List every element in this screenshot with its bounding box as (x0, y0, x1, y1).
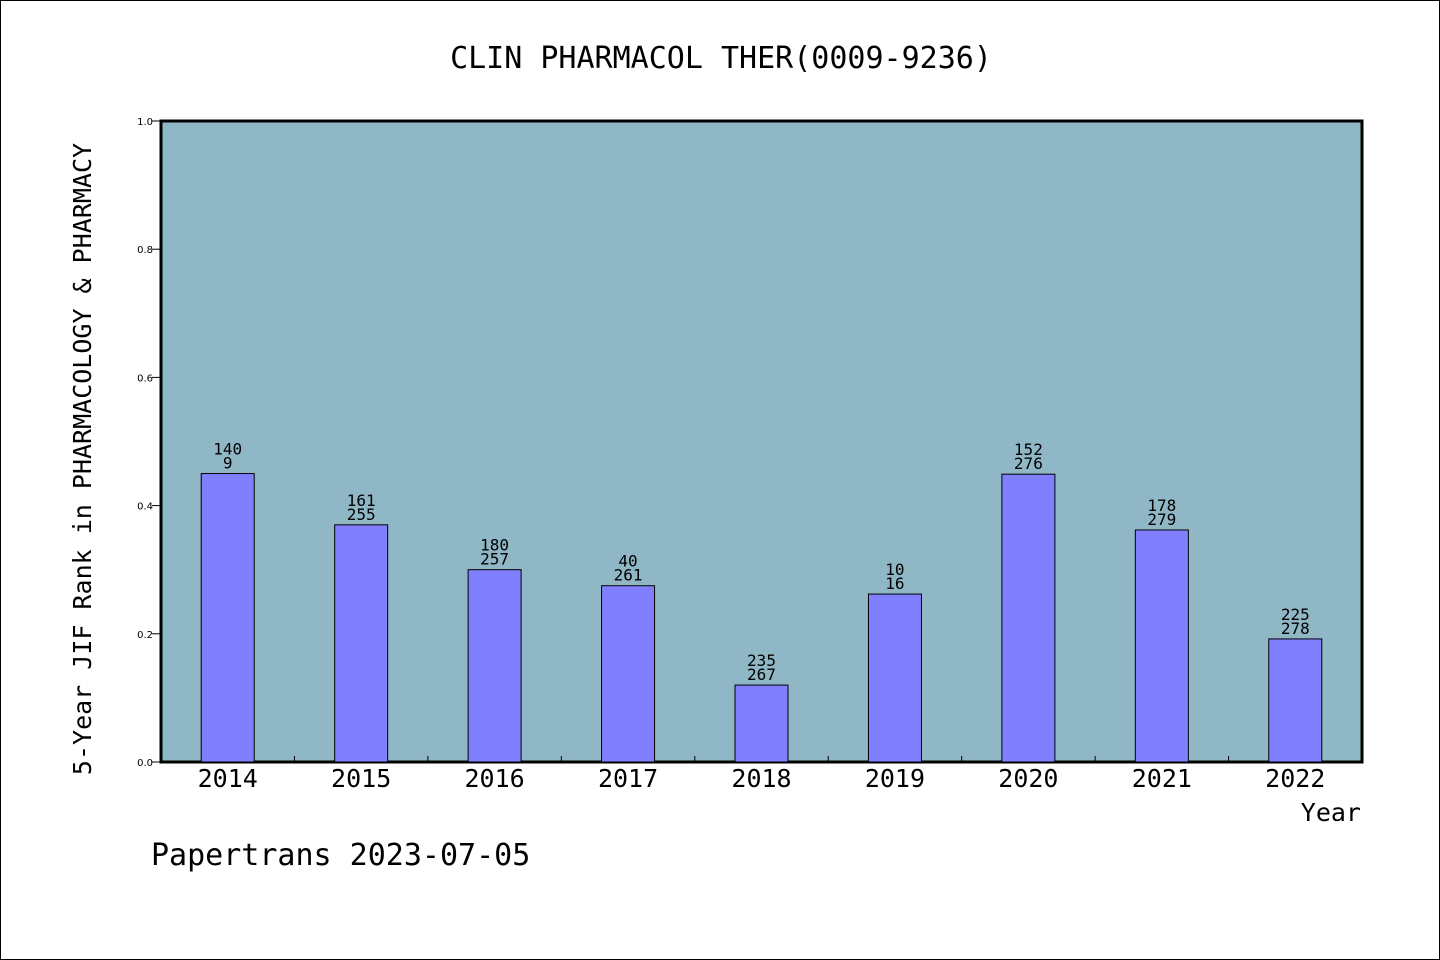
y-tick-label: 0.4 (137, 502, 153, 513)
bar-label-rank: 10 (885, 560, 904, 579)
bar-label-rank: 161 (347, 491, 376, 510)
x-tick-label: 2020 (998, 764, 1058, 793)
bar-label-rank: 180 (480, 536, 509, 555)
bar-label-rank: 235 (747, 651, 776, 670)
bar-label-total: 255 (347, 505, 376, 524)
footer-watermark: Papertrans 2023-07-05 (151, 838, 530, 873)
y-tick-label: 0.8 (137, 245, 153, 256)
bar-label-rank: 40 (618, 552, 637, 571)
x-axis-label: Year (1301, 798, 1361, 827)
y-tick-label: 0.0 (137, 758, 153, 769)
x-tick-label: 2016 (465, 764, 525, 793)
x-tick-label: 2021 (1132, 764, 1192, 793)
bar-2018 (734, 684, 789, 763)
x-tick-label: 2015 (331, 764, 391, 793)
y-tick-label: 0.6 (137, 373, 153, 384)
bar-label-total: 16 (885, 574, 904, 593)
bar-2020 (1001, 473, 1056, 763)
bar-label-rank: 140 (213, 440, 242, 459)
y-axis-ticks: 0.0 0.2 0.4 0.6 0.8 1.0 (137, 117, 161, 769)
bar-label-total: 261 (614, 566, 643, 585)
bar-2016 (467, 569, 522, 763)
bar-label-total: 278 (1281, 619, 1310, 638)
bar-2021 (1134, 529, 1189, 763)
bar-label-total: 276 (1014, 454, 1043, 473)
x-tick-label: 2017 (598, 764, 658, 793)
bar-2015 (334, 524, 389, 763)
bar-series (200, 473, 1323, 763)
x-tick-label: 2022 (1265, 764, 1325, 793)
bar-label-total: 9 (223, 454, 233, 473)
y-tick-label: 0.2 (137, 630, 153, 641)
bar-label-rank: 225 (1281, 605, 1310, 624)
x-axis-ticks (293, 756, 1230, 762)
bar-2017 (601, 585, 656, 763)
chart-title: CLIN PHARMACOL THER(0009-9236) (450, 41, 992, 76)
x-tick-label: 2018 (731, 764, 791, 793)
y-tick-label: 1.0 (137, 117, 153, 128)
x-axis-tick-labels: 2014 2015 2016 2017 2018 2019 2020 2021 2022 (198, 764, 1326, 793)
x-tick-label: 2014 (198, 764, 258, 793)
bar-label-rank: 178 (1147, 496, 1176, 515)
bar-label-total: 257 (480, 550, 509, 569)
bar-2022 (1268, 638, 1323, 763)
bar-label-total: 279 (1147, 510, 1176, 529)
bar-label-total: 267 (747, 665, 776, 684)
bar-label-rank: 152 (1014, 440, 1043, 459)
bar-2019 (867, 593, 922, 763)
x-tick-label: 2019 (865, 764, 925, 793)
bar-2014 (200, 473, 255, 763)
y-axis-label: 5-Year JIF Rank in PHARMACOLOGY & PHARMA… (68, 143, 97, 775)
